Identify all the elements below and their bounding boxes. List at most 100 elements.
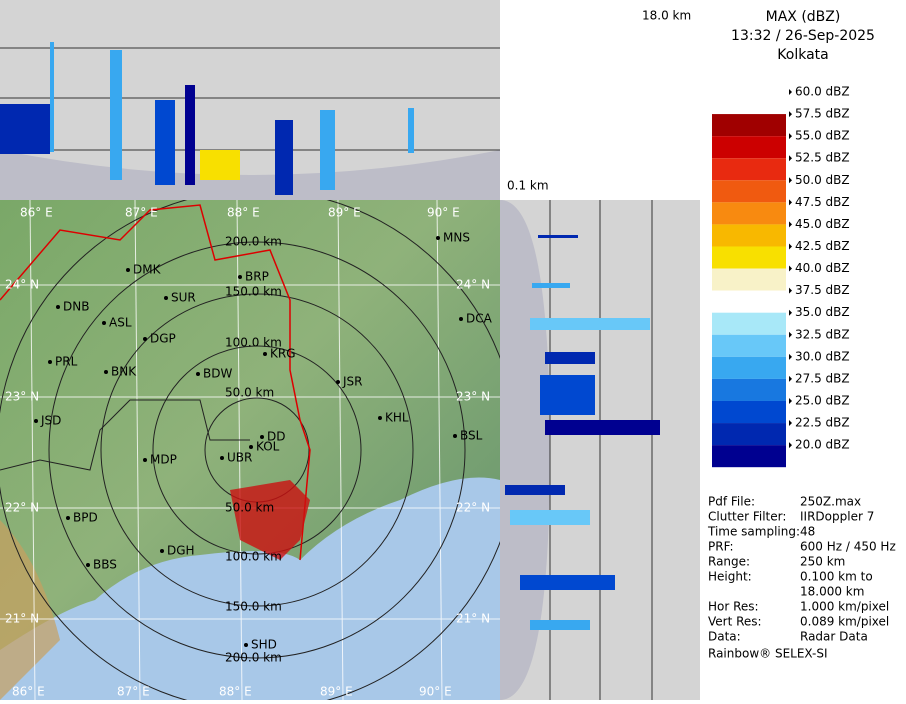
- city-dot: [459, 317, 463, 321]
- city-dot: [86, 563, 90, 567]
- city-label: KHL: [385, 411, 409, 425]
- legend-swatch: [712, 158, 786, 181]
- city-label: UBR: [227, 451, 252, 465]
- legend-swatch: [712, 92, 786, 114]
- legend-tick: [789, 111, 792, 118]
- city-label: PRL: [55, 355, 78, 369]
- city-dot: [453, 434, 457, 438]
- meridian: [134, 200, 141, 700]
- city-dot: [220, 456, 224, 460]
- legend-tick: [789, 177, 792, 184]
- range-label: 100.0 km: [225, 336, 282, 350]
- legend-swatch: [712, 246, 786, 269]
- legend-tick: [789, 89, 792, 95]
- legend-swatch: [712, 202, 786, 225]
- range-label: 50.0 km: [225, 501, 274, 515]
- legend-tick: [789, 420, 792, 427]
- meridian: [29, 200, 36, 700]
- info-value: 250 km: [800, 555, 845, 569]
- legend-tick: [789, 353, 792, 360]
- city-label: MDP: [150, 453, 177, 467]
- lat-label: 21° N: [456, 612, 490, 626]
- city-label: BBS: [93, 558, 117, 572]
- city-dot: [143, 458, 147, 462]
- meridian: [436, 200, 443, 700]
- height-lines: [0, 47, 500, 151]
- city-dot: [48, 360, 52, 364]
- city-dot: [102, 321, 106, 325]
- panel-shade: [0, 150, 500, 200]
- city-dot: [34, 419, 38, 423]
- city-label: DD: [267, 430, 285, 444]
- lon-label: 89° E: [328, 206, 361, 220]
- legend-swatch: [712, 224, 786, 247]
- range-label: 150.0 km: [225, 285, 282, 299]
- legend-label: 57.5 dBZ: [795, 107, 850, 121]
- range-label: 50.0 km: [225, 386, 274, 400]
- info-value: 18.000 km: [800, 585, 864, 599]
- lat-label: 21° N: [5, 612, 39, 626]
- legend-swatch: [712, 114, 786, 137]
- legend-tick: [789, 265, 792, 272]
- city-dot: [143, 337, 147, 341]
- legend-swatch: [712, 378, 786, 401]
- meridian: [337, 200, 344, 700]
- info-label: PRF:: [708, 540, 734, 554]
- legend-label: 35.0 dBZ: [795, 305, 850, 319]
- city-label: BDW: [203, 367, 232, 381]
- range-ring: [152, 345, 362, 555]
- city-label: DNB: [63, 300, 89, 314]
- top-echoes: [0, 42, 414, 195]
- range-label: 100.0 km: [225, 550, 282, 564]
- city-label: JSR: [342, 375, 363, 389]
- info-value: 0.100 km to: [800, 570, 873, 584]
- range-label: 200.0 km: [225, 235, 282, 249]
- lon-label: 86° E: [20, 206, 53, 220]
- info-label: Pdf File:: [708, 495, 755, 509]
- lat-label: 23° N: [5, 390, 39, 404]
- city-dot: [378, 416, 382, 420]
- legend-swatch: [712, 356, 786, 379]
- info-value: IIRDoppler 7: [800, 510, 874, 524]
- info-value: 48: [800, 525, 815, 539]
- city-dot: [260, 435, 264, 439]
- city-dot: [238, 275, 242, 279]
- lon-label: 90° E: [419, 685, 452, 699]
- lon-label: 87° E: [117, 685, 150, 699]
- side-echoes: [505, 235, 660, 630]
- lat-label: 24° N: [5, 278, 39, 292]
- header-datetime: 13:32 / 26-Sep-2025: [731, 28, 875, 44]
- city-dot: [263, 352, 267, 356]
- city-label: DGH: [167, 544, 195, 558]
- lon-label: 88° E: [219, 685, 252, 699]
- legend-swatch: [712, 400, 786, 424]
- legend-label: 60.0 dBZ: [795, 85, 850, 99]
- city-dot: [164, 296, 168, 300]
- height-top: 18.0 km: [642, 9, 691, 23]
- city-dot: [196, 372, 200, 376]
- legend-tick: [789, 221, 792, 228]
- lon-label: 87° E: [125, 206, 158, 220]
- legend-label: 20.0 dBZ: [795, 438, 850, 452]
- range-ring: [100, 293, 414, 607]
- city-dot: [244, 643, 248, 647]
- lon-label: 90° E: [427, 206, 460, 220]
- legend-label: 45.0 dBZ: [795, 217, 850, 231]
- info-label: Hor Res:: [708, 600, 759, 614]
- header-product: MAX (dBZ): [766, 9, 841, 25]
- info-label: Time sampling:: [707, 525, 800, 539]
- info-value: 250Z.max: [800, 495, 861, 509]
- legend-swatch: [712, 423, 786, 446]
- range-label: 150.0 km: [225, 600, 282, 614]
- legend-tick: [789, 199, 792, 206]
- legend-label: 32.5 dBZ: [795, 327, 850, 341]
- height-bottom: 0.1 km: [507, 179, 549, 193]
- header-station: Kolkata: [777, 47, 828, 63]
- city-dot: [249, 445, 253, 449]
- info-label: Range:: [708, 555, 750, 569]
- range-ring: [48, 241, 466, 659]
- legend-label: 55.0 dBZ: [795, 129, 850, 143]
- lon-label: 89° E: [320, 685, 353, 699]
- legend-label: 37.5 dBZ: [795, 283, 850, 297]
- info-value: 600 Hz / 450 Hz: [800, 540, 896, 554]
